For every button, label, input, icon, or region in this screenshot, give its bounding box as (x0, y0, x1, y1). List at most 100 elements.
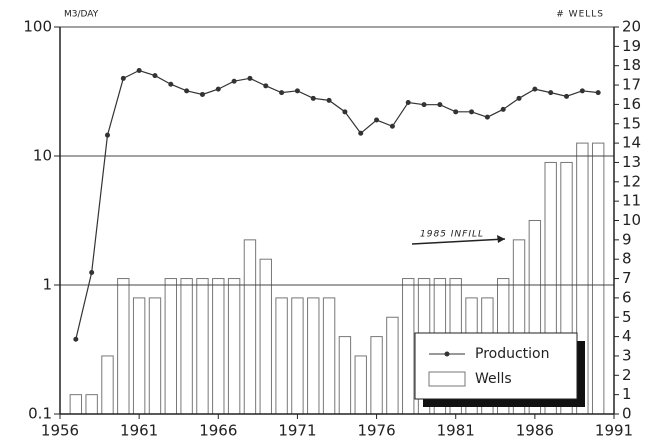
point (358, 130, 364, 136)
point (405, 99, 411, 105)
legend-label: Wells (475, 371, 512, 387)
x-tick-label: 1961 (120, 422, 158, 440)
point (120, 75, 126, 81)
y2-tick-label: 2 (622, 366, 632, 384)
bar (259, 258, 272, 415)
annotation-arrow (411, 238, 506, 245)
bar (338, 336, 352, 415)
y2-tick-label: 16 (622, 95, 641, 113)
y2-tick-label: 17 (622, 76, 641, 94)
y2-tick-label: 13 (622, 153, 641, 171)
point (421, 102, 427, 108)
bar (196, 278, 209, 415)
point (342, 109, 348, 115)
point (104, 132, 110, 138)
point (136, 68, 142, 74)
y-tick-label: 0.1 (28, 405, 52, 423)
legend-point (444, 351, 450, 357)
point (516, 95, 522, 101)
x-tick-label: 1956 (41, 422, 79, 440)
bar (69, 394, 83, 415)
y2-tick-label: 7 (622, 269, 632, 287)
bar (591, 142, 605, 415)
y2-axis-label: # WELLS (556, 10, 604, 20)
y2-tick-label: 8 (622, 250, 632, 268)
annotation: 1985 INFILL (420, 230, 484, 240)
bar (117, 278, 130, 415)
y2-tick-label: 0 (622, 405, 632, 423)
bar (212, 278, 225, 415)
x-tick-label: 1981 (437, 422, 475, 440)
y-tick-label: 1 (42, 276, 52, 294)
point (89, 269, 95, 275)
point (279, 90, 285, 96)
y-tick-label: 10 (33, 147, 52, 165)
y2-tick-label: 20 (622, 18, 641, 36)
bar (402, 278, 415, 415)
bar (164, 278, 177, 415)
bar (307, 297, 320, 415)
point (389, 123, 395, 129)
legend-swatch (428, 371, 466, 387)
y2-tick-label: 1 (622, 385, 632, 403)
y2-tick-label: 3 (622, 346, 632, 364)
x-tick-label: 1986 (516, 422, 554, 440)
y2-tick-label: 12 (622, 172, 641, 190)
bar (386, 316, 399, 415)
x-tick-label: 1991 (595, 422, 633, 440)
x-tick-label: 1966 (199, 422, 237, 440)
arrow-head (497, 235, 505, 243)
point (548, 90, 554, 96)
y2-tick-label: 4 (622, 327, 632, 345)
bar (132, 297, 146, 415)
point (374, 117, 380, 123)
y-axis-label: M3/DAY (64, 10, 99, 20)
point (500, 106, 506, 112)
point (453, 109, 459, 115)
bar (85, 394, 98, 415)
point (532, 86, 538, 92)
bar (354, 355, 367, 415)
y2-tick-label: 19 (622, 37, 641, 55)
y2-tick-label: 9 (622, 230, 632, 248)
point (215, 86, 221, 92)
point (152, 73, 158, 79)
point (263, 83, 269, 89)
point (564, 93, 570, 99)
point (437, 102, 443, 108)
point (247, 75, 253, 81)
bar (275, 297, 288, 415)
point (73, 336, 79, 342)
x-tick-label: 1976 (357, 422, 395, 440)
point (294, 88, 300, 94)
y2-tick-label: 5 (622, 308, 632, 326)
bar (227, 278, 241, 415)
bar (180, 278, 193, 415)
point (484, 114, 490, 120)
bar (370, 336, 383, 415)
point (199, 91, 205, 97)
point (326, 97, 332, 103)
bar (243, 239, 257, 415)
bar (322, 297, 336, 415)
line (75, 69, 599, 340)
point (595, 90, 601, 96)
y2-tick-label: 18 (622, 56, 641, 74)
bar (291, 297, 304, 415)
point (184, 88, 190, 94)
legend-box (414, 332, 578, 400)
legend-label: Production (475, 346, 549, 362)
point (469, 109, 475, 115)
bar (101, 355, 114, 415)
x-tick-label: 1971 (278, 422, 316, 440)
point (168, 81, 174, 87)
point (310, 95, 316, 101)
y2-tick-label: 11 (622, 192, 641, 210)
y2-tick-label: 6 (622, 288, 632, 306)
point (579, 88, 585, 94)
y2-tick-label: 15 (622, 114, 641, 132)
y2-tick-label: 10 (622, 211, 641, 229)
y-tick-label: 100 (23, 18, 52, 36)
point (231, 78, 237, 84)
